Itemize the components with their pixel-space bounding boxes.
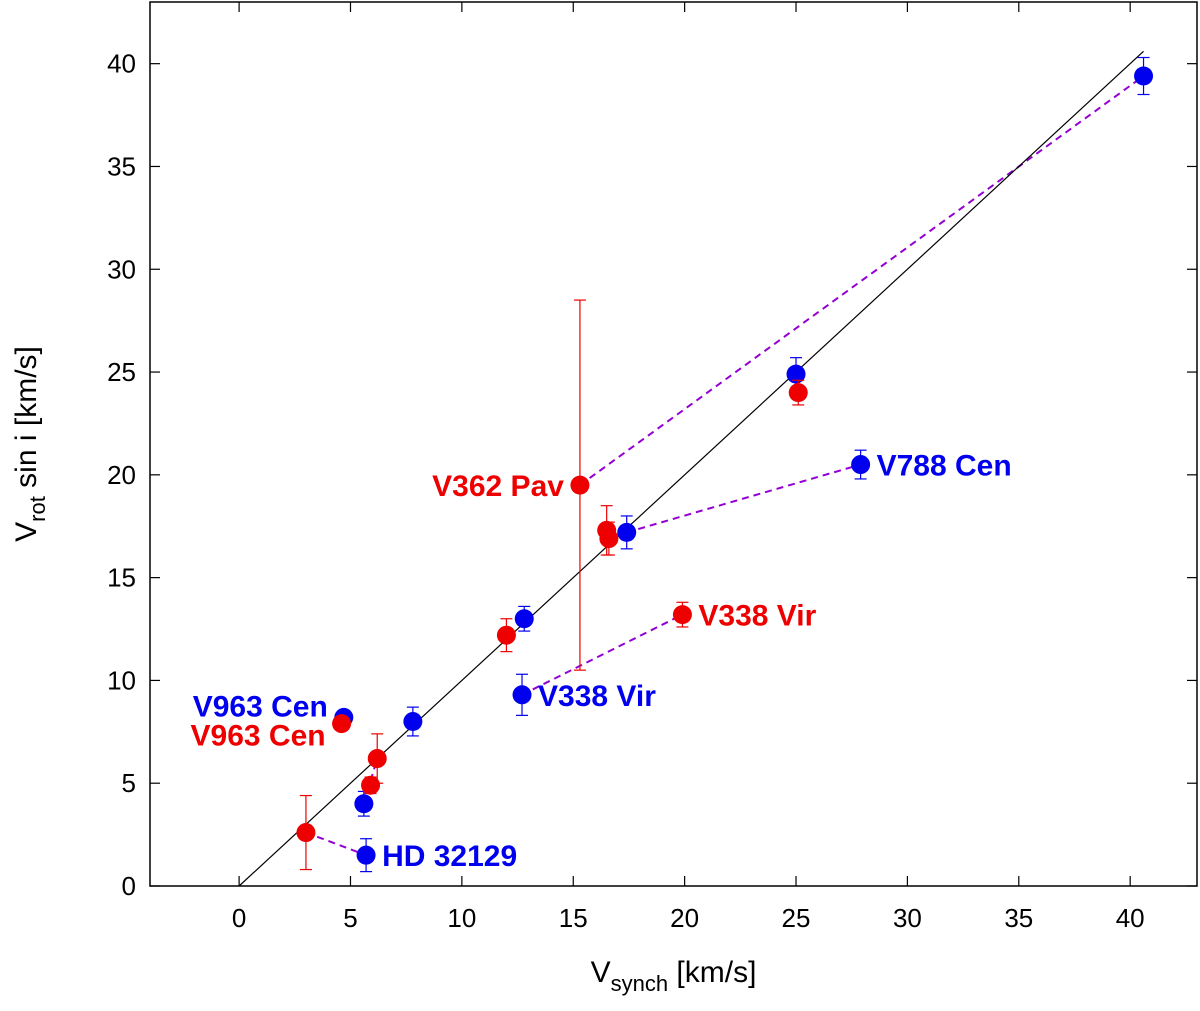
blue-point-7	[403, 712, 423, 732]
annotation-label-3: V338 Vir	[538, 680, 656, 713]
x-tick-label-1: 5	[343, 903, 357, 933]
annotation-label-0: V362 Pav	[432, 470, 564, 503]
annotation-label-1: V788 Cen	[877, 450, 1012, 483]
red-point-3	[599, 529, 619, 549]
y-tick-label-7: 35	[107, 151, 136, 181]
y-tick-label-1: 5	[122, 768, 136, 798]
blue-point-3	[617, 522, 637, 542]
blue-point-4	[514, 609, 534, 629]
red-point-7	[367, 749, 387, 769]
x-tick-label-2: 10	[447, 903, 476, 933]
reference-line	[238, 50, 1144, 887]
blue-point-5	[512, 685, 532, 705]
blue-point-8	[354, 794, 374, 814]
y-tick-label-8: 40	[107, 49, 136, 79]
y-tick-label-3: 15	[107, 563, 136, 593]
red-point-4	[496, 625, 516, 645]
plot-frame	[149, 1, 1198, 887]
blue-point-2	[851, 455, 871, 475]
x-tick-label-3: 15	[559, 903, 588, 933]
red-point-0	[570, 475, 590, 495]
link-line-0	[579, 75, 1145, 486]
link-lines	[305, 75, 1145, 857]
link-line-1	[626, 463, 861, 534]
y-axis-title: Vrot sin i [km/s]	[10, 346, 50, 542]
blue-point-1	[786, 364, 806, 384]
x-tick-label-0: 0	[232, 903, 246, 933]
red-point-9	[296, 823, 316, 843]
y-axis-title-main: V	[10, 522, 43, 542]
link-line-3	[305, 831, 367, 857]
annotation-label-2: V338 Vir	[698, 600, 816, 633]
annotation-label-6: HD 32129	[382, 840, 517, 873]
x-axis-title-main: V	[591, 956, 611, 989]
blue-point-9	[356, 845, 376, 865]
y-tick-label-5: 25	[107, 357, 136, 387]
y-tick-label-6: 30	[107, 254, 136, 284]
x-tick-label-8: 40	[1116, 903, 1145, 933]
y-axis-title-sub: rot	[25, 496, 50, 522]
red-point-6	[332, 714, 352, 734]
y-axis-title-unit: sin i [km/s]	[10, 346, 43, 496]
y-tick-label-4: 20	[107, 460, 136, 490]
point-annotations: V362 Pav V788 Cen V338 Vir V338 Vir V963 Cen…	[191, 450, 1012, 874]
x-axis-title-unit: [km/s]	[668, 956, 756, 989]
annotation-label-5: V963 Cen	[191, 720, 326, 753]
x-axis-title: Vsynch [km/s]	[591, 956, 757, 996]
data-points	[296, 56, 1154, 873]
x-axis-title-sub: synch	[611, 971, 668, 996]
x-tick-label-7: 35	[1004, 903, 1033, 933]
y-tick-label-2: 10	[107, 665, 136, 695]
red-point-1	[788, 383, 808, 403]
x-tick-label-6: 30	[893, 903, 922, 933]
link-line-2	[521, 613, 683, 696]
y-tick-label-0: 0	[122, 871, 136, 901]
red-point-8	[361, 775, 381, 795]
x-tick-label-5: 25	[782, 903, 811, 933]
red-point-5	[672, 605, 692, 625]
blue-point-0	[1134, 66, 1154, 86]
x-tick-label-4: 20	[670, 903, 699, 933]
annotation-label-4: V963 Cen	[193, 690, 328, 723]
axes: 0 5 10 15 20 25 30 35 40 0 5 10 15 20 25 30 35 40	[107, 1, 1198, 933]
